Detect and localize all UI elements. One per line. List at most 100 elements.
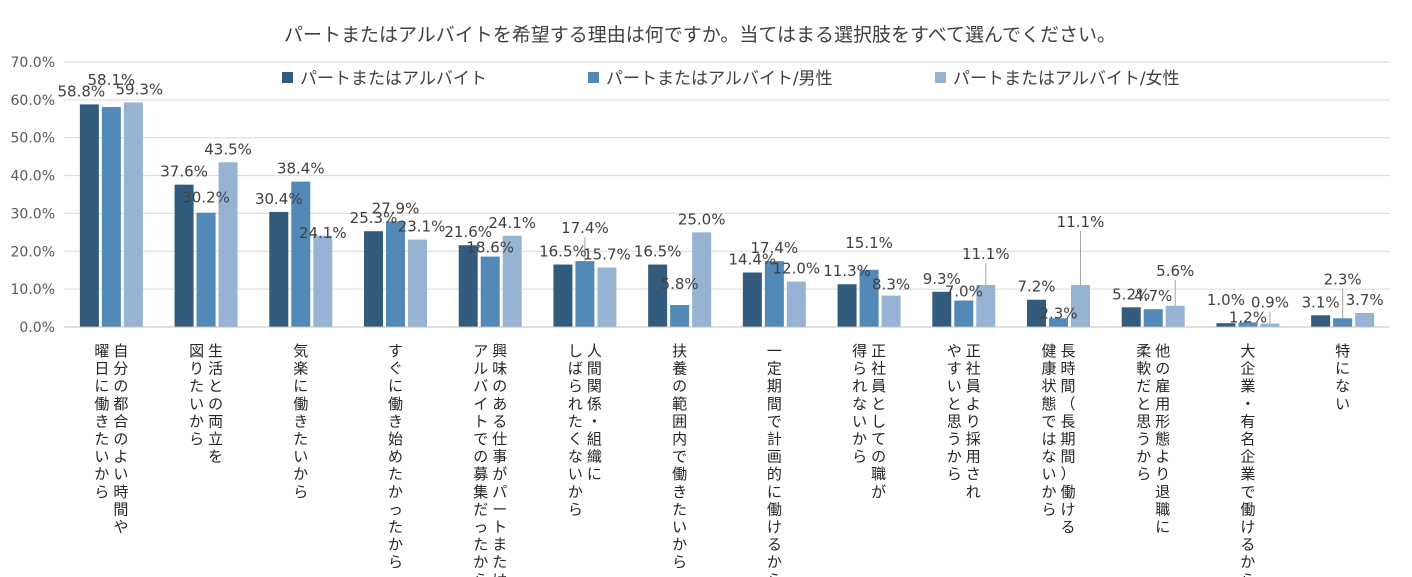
- data-label: 17.4%: [751, 239, 799, 257]
- category-label: 大企業・有名企業で働けるから: [1240, 342, 1255, 577]
- data-label: 43.5%: [204, 140, 252, 158]
- chart-title: パートまたはアルバイトを希望する理由は何ですか。当てはまる選択肢をすべて選んでく…: [284, 24, 1116, 46]
- bar: [859, 269, 879, 327]
- data-label: 24.1%: [488, 214, 536, 232]
- data-label: 3.1%: [1302, 293, 1340, 311]
- data-label: 2.3%: [1039, 304, 1077, 322]
- data-label: 18.6%: [466, 239, 514, 257]
- bar: [1311, 315, 1331, 327]
- data-label: 59.3%: [116, 81, 164, 99]
- bar: [692, 232, 712, 327]
- bar: [976, 284, 996, 327]
- bar: [386, 221, 405, 327]
- y-tick-label: 60.0%: [11, 93, 55, 109]
- category-label: 興味のある仕事がパートまたは: [492, 342, 507, 577]
- bar: [174, 184, 194, 327]
- bar: [458, 245, 478, 327]
- category-label: 得られないから: [852, 342, 867, 466]
- data-label: 7.2%: [1017, 278, 1055, 296]
- category-label: 図りたいから: [189, 342, 204, 448]
- category-label: 特にない: [1335, 342, 1350, 413]
- bar: [553, 264, 573, 327]
- category-label: やすいと思うから: [947, 342, 962, 483]
- legend-swatch: [588, 72, 599, 83]
- bar: [1355, 312, 1375, 327]
- bar: [101, 107, 121, 327]
- data-label: 5.6%: [1156, 262, 1194, 280]
- bar: [79, 104, 99, 328]
- data-label: 16.5%: [634, 243, 682, 261]
- data-label: 37.6%: [160, 163, 208, 181]
- bar: [1165, 305, 1185, 327]
- data-label: 38.4%: [277, 160, 325, 178]
- bar: [786, 281, 806, 327]
- legend-label: パートまたはアルバイト: [300, 69, 487, 89]
- bar: [1216, 323, 1236, 327]
- bar: [1333, 318, 1353, 327]
- bar: [764, 261, 784, 327]
- category-label: 長時間（長期間）働ける: [1060, 342, 1075, 536]
- category-label: しばられたくないから: [568, 342, 583, 518]
- y-tick-label: 40.0%: [11, 169, 55, 185]
- bar: [291, 181, 311, 327]
- bar: [196, 212, 216, 327]
- legend-label: パートまたはアルバイト/男性: [606, 69, 833, 89]
- bar: [269, 211, 289, 327]
- bar: [932, 291, 952, 327]
- category-label: 正社員より採用され: [966, 342, 981, 501]
- data-label: 25.0%: [678, 210, 726, 228]
- bar: [742, 272, 762, 327]
- data-label: 7.0%: [945, 283, 983, 301]
- category-label: 柔軟だと思うから: [1136, 342, 1151, 483]
- category-label: 生活との両立を: [208, 342, 223, 466]
- data-label: 14.4%: [729, 250, 777, 268]
- bar: [218, 162, 238, 327]
- data-label: 8.3%: [872, 276, 910, 294]
- legend-label: パートまたはアルバイト/女性: [953, 69, 1180, 89]
- data-label: 11.1%: [1057, 213, 1105, 231]
- data-label: 25.3%: [350, 209, 398, 227]
- legend: パートまたはアルバイト パートまたはアルバイト/男性 パートまたはアルバイト/女性: [282, 69, 1180, 89]
- bar: [954, 300, 974, 327]
- data-label: 23.1%: [398, 218, 446, 236]
- category-label: すぐに働き始めたかったから: [388, 342, 403, 571]
- data-label: 9.3%: [923, 270, 961, 288]
- data-label: 2.3%: [1324, 270, 1362, 288]
- bar: [1121, 307, 1141, 327]
- bar: [408, 239, 427, 327]
- data-label: 24.1%: [299, 224, 347, 242]
- bars: [79, 102, 1375, 328]
- data-label: 27.9%: [372, 199, 420, 217]
- bar: [575, 261, 595, 327]
- data-label: 15.1%: [845, 234, 893, 252]
- data-label: 1.0%: [1207, 291, 1245, 309]
- data-label: 11.1%: [962, 245, 1010, 263]
- data-label: 11.3%: [823, 262, 871, 280]
- bar: [364, 231, 383, 327]
- y-tick-label: 10.0%: [11, 282, 55, 298]
- data-label: 21.6%: [444, 223, 492, 241]
- bar: [123, 102, 143, 327]
- category-label: 自分の都合のよい時間や: [113, 342, 128, 536]
- bar: [1143, 309, 1163, 327]
- category-label: 扶養の範囲内で働きたいから: [672, 342, 687, 571]
- y-tick-label: 20.0%: [11, 244, 55, 260]
- y-tick-label: 50.0%: [11, 131, 55, 147]
- bar: [1027, 299, 1046, 327]
- data-label: 17.4%: [561, 219, 609, 237]
- data-label: 12.0%: [773, 260, 821, 278]
- y-axis: 0.0% 10.0% 20.0% 30.0% 40.0% 50.0% 60.0% 70.0%: [11, 55, 55, 336]
- bar: [1071, 284, 1090, 327]
- data-label: 0.9%: [1251, 294, 1289, 312]
- bar: [648, 264, 668, 327]
- category-label: 人間関係・組織に: [587, 342, 602, 483]
- data-label: 5.2%: [1112, 285, 1150, 303]
- data-label: 30.2%: [182, 189, 230, 207]
- legend-swatch: [935, 72, 946, 83]
- data-labels: 58.8%58.1%59.3% 37.6% 30.2% 43.5% 30.4% 38.4%…: [58, 71, 1384, 326]
- data-label: 58.1%: [88, 71, 136, 89]
- bar: [597, 267, 617, 327]
- y-tick-label: 0.0%: [19, 320, 55, 336]
- data-label: 1.2%: [1229, 308, 1267, 326]
